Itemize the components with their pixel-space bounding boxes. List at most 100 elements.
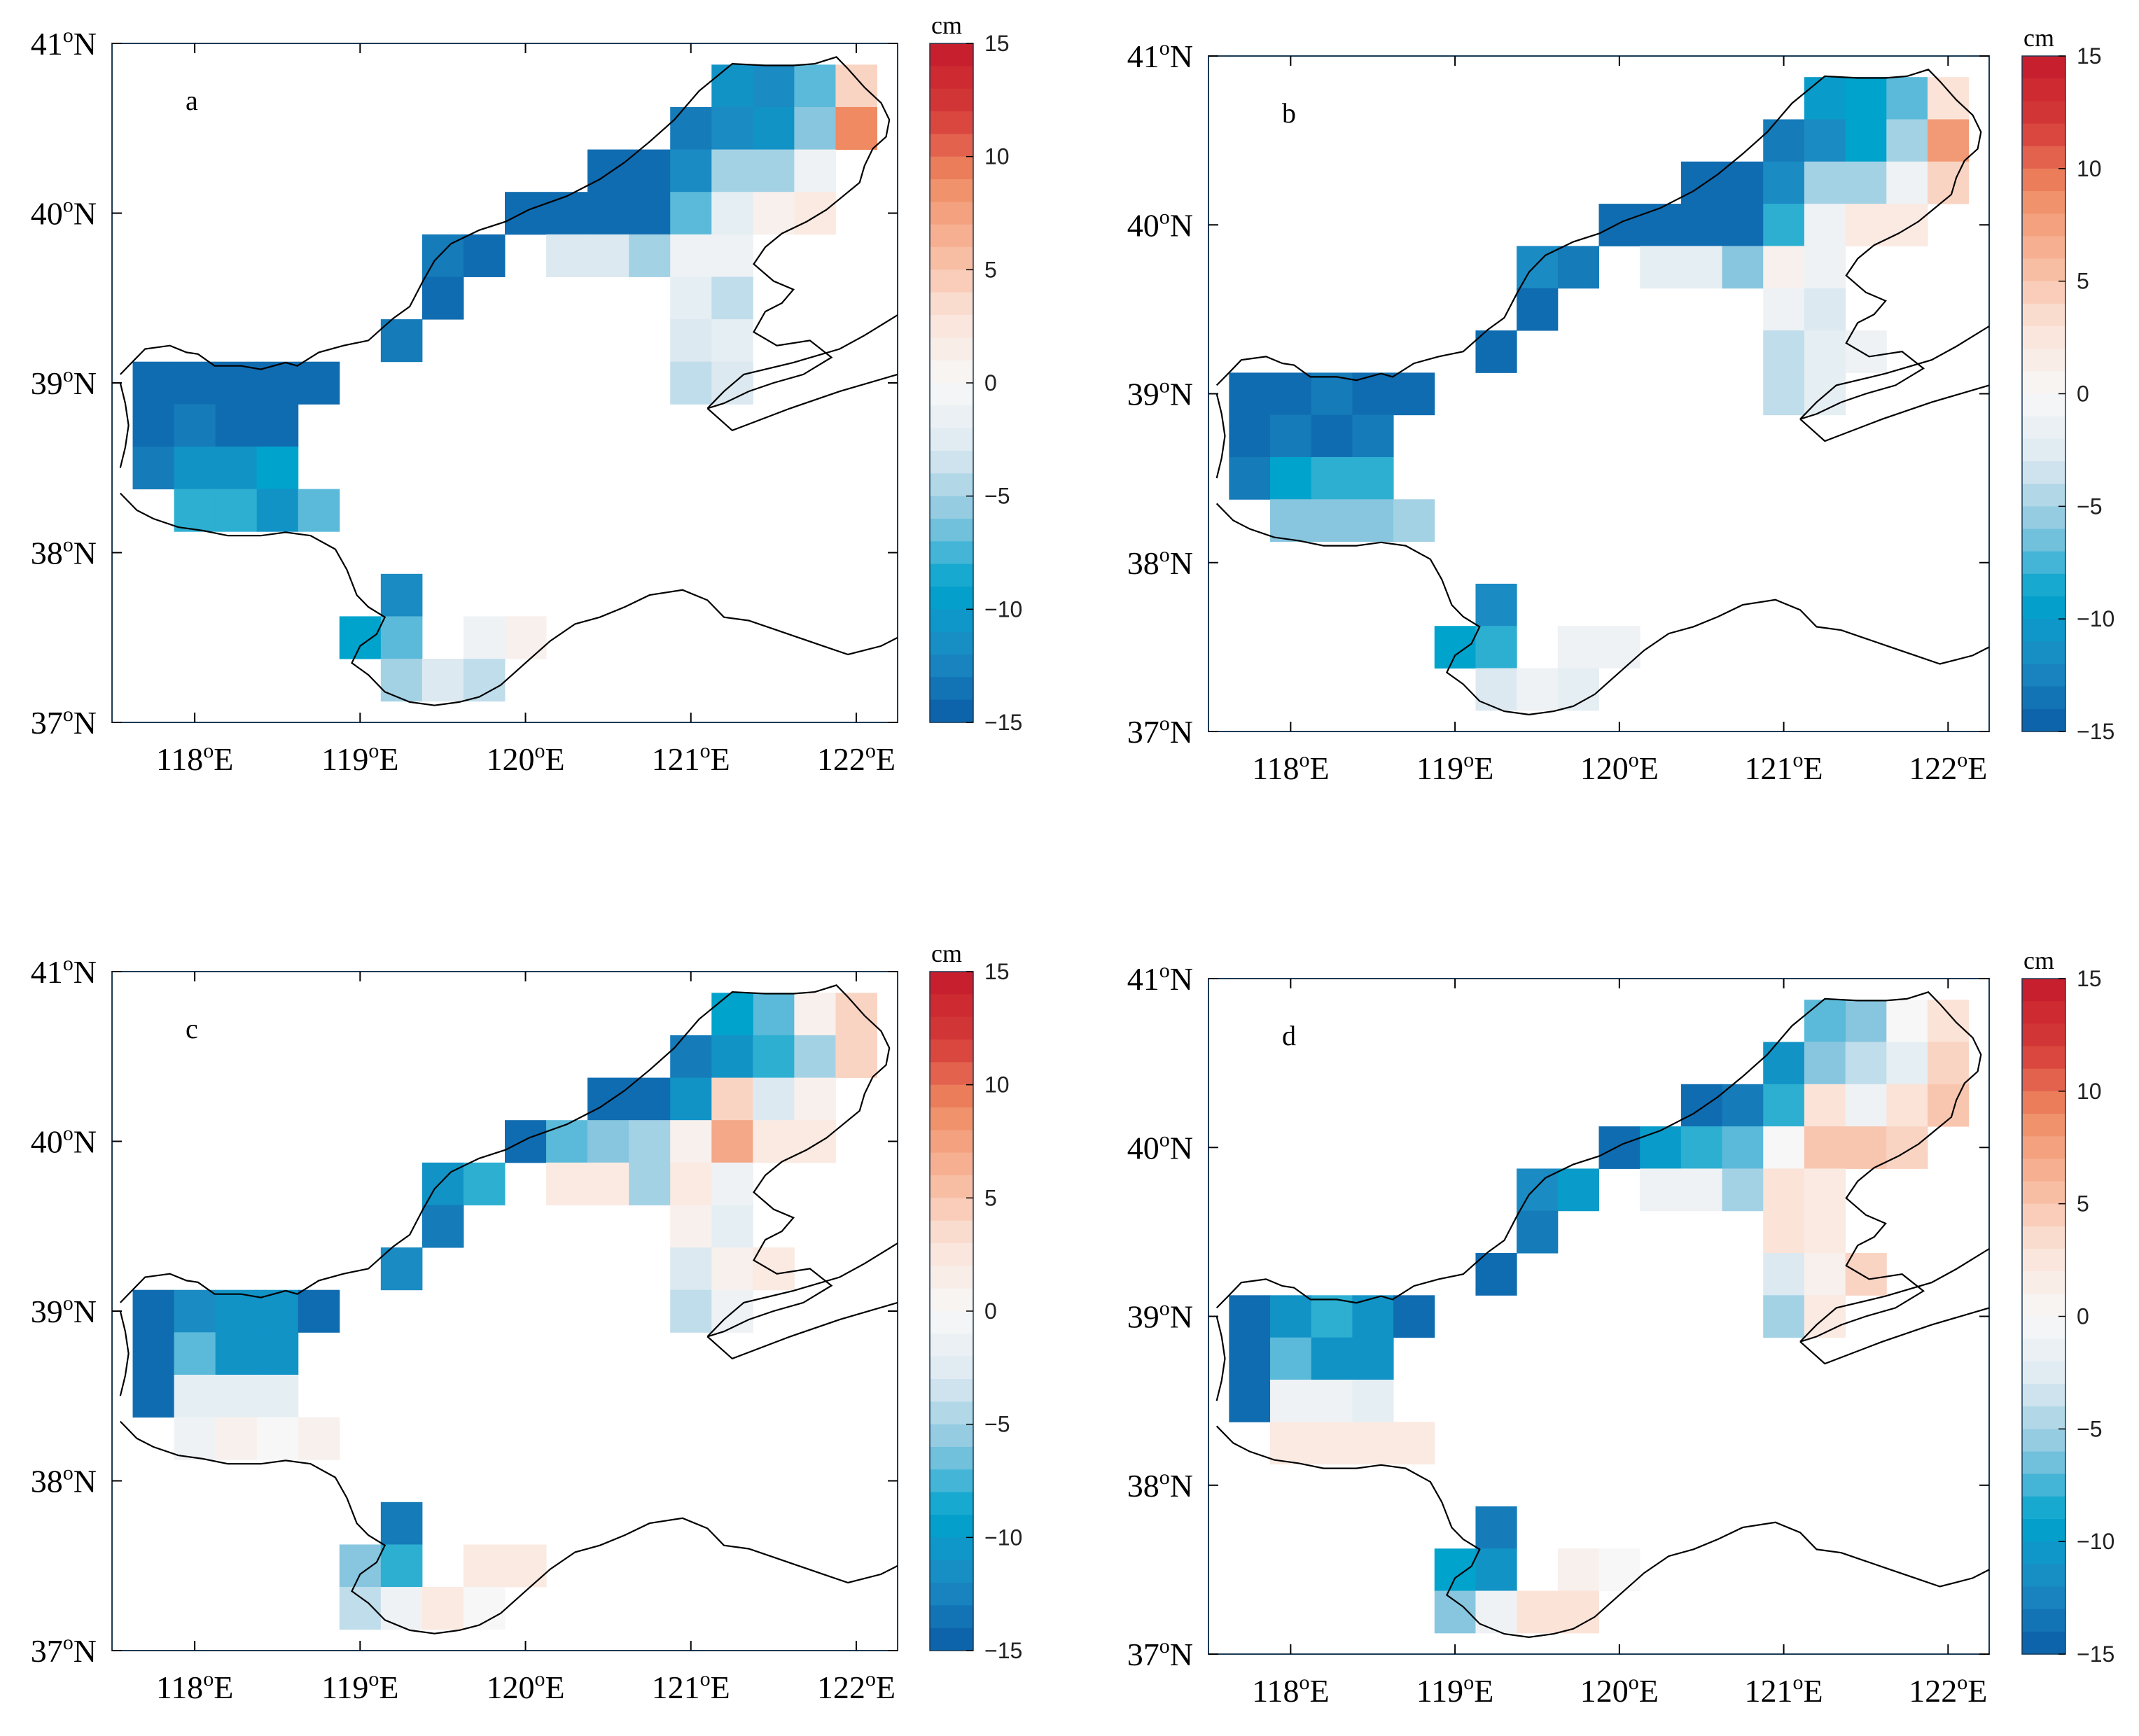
colorbar-segment — [930, 496, 973, 519]
colorbar-segment — [2022, 78, 2065, 102]
colorbar-segment — [2022, 123, 2065, 147]
grid-cell — [794, 64, 836, 108]
colorbar-unit: cm — [2023, 24, 2054, 52]
grid-cell — [629, 149, 671, 192]
grid-cell — [1393, 372, 1435, 416]
grid-cell — [505, 1120, 547, 1163]
grid-cell — [1722, 1126, 1764, 1169]
x-tick-label: 120oE — [486, 739, 564, 777]
colorbar-segment — [930, 1424, 973, 1448]
colorbar-segment — [2022, 1474, 2065, 1497]
grid-cell — [132, 446, 175, 490]
grid-cell — [421, 659, 464, 702]
grid-cell — [670, 1205, 712, 1248]
grid-cell — [711, 1162, 753, 1205]
colorbar-segment — [930, 247, 973, 270]
grid-cell — [1680, 1168, 1723, 1212]
panel-letter: a — [186, 85, 198, 116]
grid-cell — [215, 446, 258, 490]
colorbar-tick-label: −10 — [2077, 1529, 2114, 1554]
colorbar-segment — [930, 541, 973, 565]
map-panel-c: c 118oE 119oE 120oE 121oE 122oE 41oN 40oN 39oN 38… — [31, 939, 1023, 1705]
grid-cell — [711, 1035, 753, 1079]
colorbar-tick-label: 0 — [984, 1298, 997, 1324]
grid-cell — [1680, 1126, 1723, 1169]
grid-cell — [1722, 204, 1764, 246]
y-tick-label: 40oN — [1127, 205, 1193, 243]
colorbar-segment — [2022, 349, 2065, 372]
grid-cell — [1763, 246, 1805, 289]
grid-cell — [1640, 1168, 1682, 1212]
grid-cell — [1763, 161, 1805, 204]
grid-cell — [1475, 1590, 1517, 1634]
grid-cell — [546, 234, 588, 277]
grid-cell — [711, 1077, 753, 1121]
colorbar-segment — [930, 315, 973, 338]
coastline — [1799, 384, 1990, 442]
colorbar-segment — [930, 451, 973, 474]
colorbar-segment — [2022, 1136, 2065, 1159]
colorbar-segment — [2022, 1114, 2065, 1137]
grid-cell — [711, 149, 753, 192]
colorbar-segment — [930, 405, 973, 429]
colorbar-segment — [2022, 191, 2065, 214]
colorbar-segment — [930, 587, 973, 610]
colorbar-unit: cm — [931, 11, 962, 39]
grid-cell — [1804, 1168, 1846, 1212]
y-tick-label: 39oN — [1127, 1297, 1193, 1335]
colorbar-segment — [930, 1492, 973, 1516]
grid-cell — [629, 1120, 671, 1163]
grid-cell — [1886, 119, 1928, 162]
colorbar-segment — [2022, 1068, 2065, 1092]
grid-cell — [421, 1587, 464, 1630]
colorbar-segment — [930, 66, 973, 90]
colorbar-tick-label: −10 — [984, 596, 1022, 622]
grid-cell — [1352, 1379, 1394, 1422]
colorbar-tick-label: 5 — [2077, 1191, 2089, 1217]
colorbar-segment — [930, 1379, 973, 1402]
grid-cell — [1845, 161, 1887, 204]
grid-cell — [794, 1035, 836, 1079]
colorbar-segment — [2022, 258, 2065, 282]
colorbar-segment — [930, 337, 973, 361]
colorbar-segment — [930, 519, 973, 542]
grid-cell — [256, 404, 299, 447]
x-tick-label: 120oE — [1580, 748, 1659, 786]
x-tick-label: 121oE — [1745, 1671, 1823, 1709]
grid-cell — [1763, 1210, 1805, 1254]
grid-cell — [380, 573, 423, 617]
colorbar-segment — [2022, 664, 2065, 687]
map-panel-b: b 118oE 119oE 120oE 121oE 122oE 41oN 40oN 39oN 38… — [1127, 24, 2115, 786]
grid-cell — [753, 1035, 795, 1079]
grid-cell — [1886, 204, 1928, 246]
colorbar-tick-label: 0 — [984, 370, 997, 396]
coastline — [1799, 1307, 1990, 1365]
colorbar-tick-label: 0 — [2077, 1304, 2089, 1329]
colorbar-tick-label: 15 — [984, 31, 1010, 56]
colorbar-segment — [2022, 1384, 2065, 1407]
colorbar-segment — [2022, 371, 2065, 395]
colorbar-segment — [930, 1537, 973, 1561]
grid-cell — [1845, 330, 1887, 373]
grid-cell — [1311, 1295, 1353, 1338]
colorbar-segment — [930, 631, 973, 655]
colorbar-segment — [2022, 528, 2065, 552]
grid-cell — [753, 106, 795, 150]
grid-cell — [794, 993, 836, 1036]
grid-cell — [1352, 414, 1394, 458]
grid-cell — [174, 404, 216, 447]
coastline — [120, 1420, 898, 1634]
grid-cell — [1763, 204, 1805, 246]
colorbar-unit: cm — [2023, 946, 2054, 974]
grid-cell — [215, 489, 258, 532]
grid-cell — [587, 1162, 629, 1205]
colorbar-segment — [2022, 1001, 2065, 1024]
grid-cell — [753, 1247, 795, 1291]
grid-cell — [380, 1502, 423, 1545]
map-panel-a: a 118oE 119oE 120oE 121oE 122oE 41oN 40oN 39oN 38… — [31, 11, 1023, 777]
grid-cell — [794, 192, 836, 235]
grid-cell — [1845, 119, 1887, 162]
colorbar-segment — [2022, 1541, 2065, 1564]
colorbar-segment — [2022, 1338, 2065, 1362]
grid-cell — [463, 1544, 506, 1588]
